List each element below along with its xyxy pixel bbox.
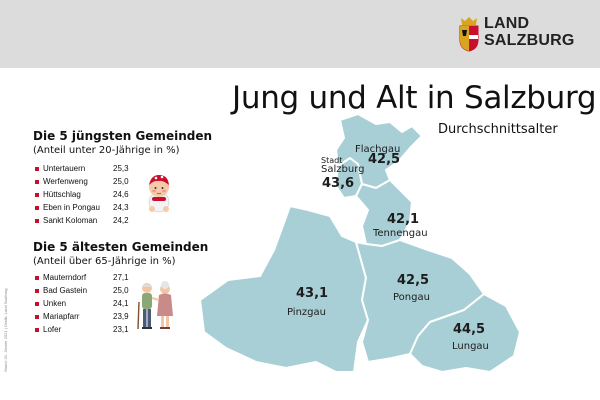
flachgau-value: 42,5 — [368, 152, 401, 167]
oldest-subtitle: (Anteil über 65-Jährige in %) — [33, 256, 176, 267]
municipality-value: 25,0 — [113, 177, 129, 186]
salzburg-map — [199, 113, 521, 373]
list-item: Lofer 23,1 — [33, 325, 133, 338]
bullet-icon — [35, 180, 39, 184]
pinzgau-value: 43,1 — [296, 286, 329, 301]
bullet-icon — [35, 193, 39, 197]
list-item: Mariapfarr 23,9 — [33, 312, 133, 325]
municipality-value: 23,9 — [113, 312, 129, 321]
coat-of-arms-icon — [459, 17, 479, 52]
pinzgau-name: Pinzgau — [287, 307, 326, 318]
municipality-value: 23,1 — [113, 325, 129, 334]
logo-line-2: SALZBURG — [484, 32, 575, 49]
pongau-value: 42,5 — [397, 273, 430, 288]
header-band — [0, 0, 600, 68]
page-title: Jung und Alt in Salzburg — [232, 80, 597, 116]
municipality-value: 24,1 — [113, 299, 129, 308]
list-item: Hüttschlag 24,6 — [33, 190, 133, 203]
list-item: Bad Gastein 25,0 — [33, 286, 133, 299]
baby-icon — [148, 175, 170, 213]
logo-line-1: LAND — [484, 15, 530, 32]
region-tennengau — [355, 179, 413, 247]
region-lungau — [409, 293, 521, 373]
municipality-name: Untertauern — [43, 164, 86, 173]
municipality-name: Bad Gastein — [43, 286, 88, 295]
lungau-value: 44,5 — [453, 322, 486, 337]
municipality-name: Hüttschlag — [43, 190, 81, 199]
bullet-icon — [35, 289, 39, 293]
municipality-name: Unken — [43, 299, 67, 308]
flachgau-name: Flachgau — [355, 144, 401, 155]
bullet-icon — [35, 315, 39, 319]
oldest-list: Mauterndorf 27,1 Bad Gastein 25,0 Unken 24,… — [33, 273, 133, 338]
lungau-name: Lungau — [452, 341, 489, 352]
logo-wordmark: LAND SALZBURG — [484, 15, 574, 49]
pongau-name: Pongau — [393, 292, 430, 303]
source-note: Stand: 01. Jänner 2021 | Grafik: Land Sa… — [3, 288, 8, 372]
municipality-name: Sankt Koloman — [43, 216, 98, 225]
tennengau-name: Tennengau — [373, 228, 428, 239]
oldest-title: Die 5 ältesten Gemeinden — [33, 240, 209, 254]
region-pinzgau — [199, 205, 369, 373]
list-item: Untertauern 25,3 — [33, 164, 133, 177]
youngest-subtitle: (Anteil unter 20-Jährige in %) — [33, 145, 180, 156]
bullet-icon — [35, 302, 39, 306]
bullet-icon — [35, 328, 39, 332]
elderly-couple-icon — [137, 281, 173, 330]
stadt-prefix: Stadt — [321, 156, 343, 165]
bullet-icon — [35, 167, 39, 171]
municipality-value: 25,0 — [113, 286, 129, 295]
list-item: Eben in Pongau 24,3 — [33, 203, 133, 216]
list-item: Mauterndorf 27,1 — [33, 273, 133, 286]
youngest-list: Untertauern 25,3 Werfenweng 25,0 Hüttschla… — [33, 164, 133, 229]
list-item: Unken 24,1 — [33, 299, 133, 312]
page-subtitle: Durchschnittsalter — [438, 122, 558, 137]
municipality-name: Mauterndorf — [43, 273, 87, 282]
municipality-name: Mariapfarr — [43, 312, 80, 321]
bullet-icon — [35, 219, 39, 223]
municipality-value: 24,6 — [113, 190, 129, 199]
municipality-value: 24,2 — [113, 216, 129, 225]
municipality-value: 25,3 — [113, 164, 129, 173]
tennengau-value: 42,1 — [387, 212, 420, 227]
region-flachgau — [335, 113, 423, 189]
stadt-salzburg-name: Salzburg — [321, 164, 365, 175]
youngest-title: Die 5 jüngsten Gemeinden — [33, 129, 213, 143]
municipality-name: Eben in Pongau — [43, 203, 100, 212]
bullet-icon — [35, 276, 39, 280]
municipality-name: Lofer — [43, 325, 62, 334]
land-salzburg-logo: LAND SALZBURG — [458, 14, 574, 54]
list-item: Werfenweng 25,0 — [33, 177, 133, 190]
municipality-value: 24,3 — [113, 203, 129, 212]
municipality-name: Werfenweng — [43, 177, 88, 186]
stadt-salzburg-value: 43,6 — [322, 176, 355, 191]
municipality-value: 27,1 — [113, 273, 129, 282]
list-item: Sankt Koloman 24,2 — [33, 216, 133, 229]
bullet-icon — [35, 206, 39, 210]
